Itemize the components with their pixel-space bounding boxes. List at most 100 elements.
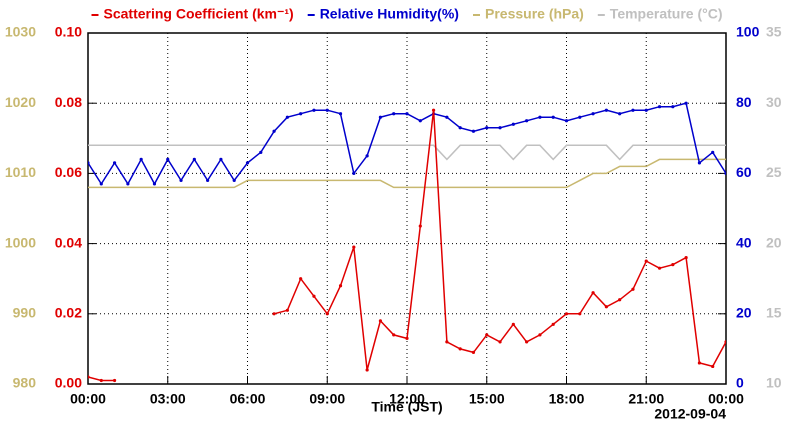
data-point <box>245 161 250 165</box>
y-tick-label: 0.04 <box>55 234 82 250</box>
data-point <box>538 333 542 337</box>
data-point <box>152 182 157 186</box>
data-point <box>445 115 449 119</box>
data-point <box>458 347 462 351</box>
data-point <box>312 294 316 298</box>
series-line <box>88 158 726 189</box>
legend-item: Temperature (°C) <box>597 6 723 22</box>
y-tick-label: 0.00 <box>55 375 82 391</box>
data-point <box>618 298 622 302</box>
data-point <box>471 129 476 133</box>
data-point <box>392 333 396 337</box>
y-tick-label: 980 <box>13 375 37 391</box>
date-annotation: 2012-09-04 <box>654 406 726 422</box>
data-point <box>418 224 422 228</box>
x-tick-label: 06:00 <box>230 391 266 407</box>
data-point <box>431 108 436 112</box>
legend-label: Temperature (°C) <box>610 6 723 22</box>
data-point <box>206 178 210 183</box>
y-tick-label: 20 <box>736 305 752 321</box>
y-tick-label: 60 <box>736 164 752 180</box>
legend-label: Relative Humidity(%) <box>320 6 459 22</box>
legend-label: Scattering Coefficient (km⁻¹) <box>104 6 294 22</box>
data-point <box>285 308 289 312</box>
data-point <box>272 129 276 133</box>
data-point <box>445 340 449 344</box>
data-point <box>126 182 130 186</box>
data-point <box>511 122 515 126</box>
y-tick-label: 30 <box>766 94 782 110</box>
data-point <box>485 126 489 130</box>
data-point <box>232 178 236 183</box>
data-point <box>604 305 608 309</box>
y-tick-label: 0 <box>736 375 744 391</box>
data-point <box>219 157 223 161</box>
x-axis-label: Time (JST) <box>371 399 442 415</box>
y-tick-label: 40 <box>736 234 752 250</box>
data-point <box>711 364 715 369</box>
data-point <box>684 256 688 260</box>
data-point <box>485 333 489 337</box>
x-tick-label: 12:00 <box>389 391 425 407</box>
y-tick-label: 1000 <box>5 234 36 250</box>
y-tick-label: 0.02 <box>55 305 82 321</box>
y-tick-label: 25 <box>766 164 782 180</box>
x-tick-label: 00:00 <box>70 391 106 407</box>
x-tick-label: 15:00 <box>469 391 505 407</box>
data-point <box>618 112 622 116</box>
data-point <box>325 312 329 316</box>
data-point <box>697 361 702 365</box>
data-point <box>551 322 555 326</box>
data-point <box>166 157 170 161</box>
data-point <box>644 259 648 263</box>
legend-item: Scattering Coefficient (km⁻¹) <box>91 6 294 22</box>
data-point <box>272 312 276 316</box>
data-point <box>591 291 595 295</box>
data-point <box>631 108 635 112</box>
x-tick-label: 09:00 <box>309 391 345 407</box>
data-point <box>392 112 396 116</box>
y-tick-label: 1020 <box>5 94 36 110</box>
data-point <box>405 336 409 340</box>
y-tick-label: 0.06 <box>55 164 82 180</box>
x-tick-label: 18:00 <box>549 391 585 407</box>
y-tick-label: 20 <box>766 234 782 250</box>
data-point <box>644 108 648 112</box>
data-point <box>352 171 356 175</box>
y-tick-label: 10 <box>766 375 782 391</box>
data-point <box>578 115 582 119</box>
y-tick-label: 1030 <box>5 24 36 40</box>
series-line <box>88 144 726 161</box>
data-point <box>99 378 103 383</box>
y-tick-label: 15 <box>766 305 782 321</box>
data-point <box>325 108 329 112</box>
data-point <box>525 340 529 344</box>
data-point <box>99 182 103 186</box>
data-point <box>352 245 356 249</box>
data-point <box>591 112 595 116</box>
data-point <box>139 157 143 161</box>
data-point <box>724 340 726 344</box>
data-point <box>259 150 263 154</box>
data-point <box>657 105 662 109</box>
data-point <box>378 115 383 119</box>
y-tick-label: 0.10 <box>55 24 82 40</box>
data-point <box>378 319 383 323</box>
x-tick-label: 21:00 <box>628 391 664 407</box>
y-tick-label: 100 <box>736 24 760 40</box>
data-point <box>551 115 555 119</box>
data-point <box>538 115 542 119</box>
data-point <box>405 112 409 116</box>
data-point <box>285 115 289 119</box>
data-point <box>671 263 675 267</box>
x-tick-label: 03:00 <box>150 391 186 407</box>
x-tick-label: 00:00 <box>708 391 744 407</box>
y-tick-label: 0.08 <box>55 94 82 110</box>
data-point <box>498 340 502 344</box>
data-point <box>299 112 303 116</box>
data-point <box>338 284 343 288</box>
data-point <box>498 126 502 130</box>
y-tick-label: 990 <box>13 305 37 321</box>
data-point <box>192 157 196 161</box>
